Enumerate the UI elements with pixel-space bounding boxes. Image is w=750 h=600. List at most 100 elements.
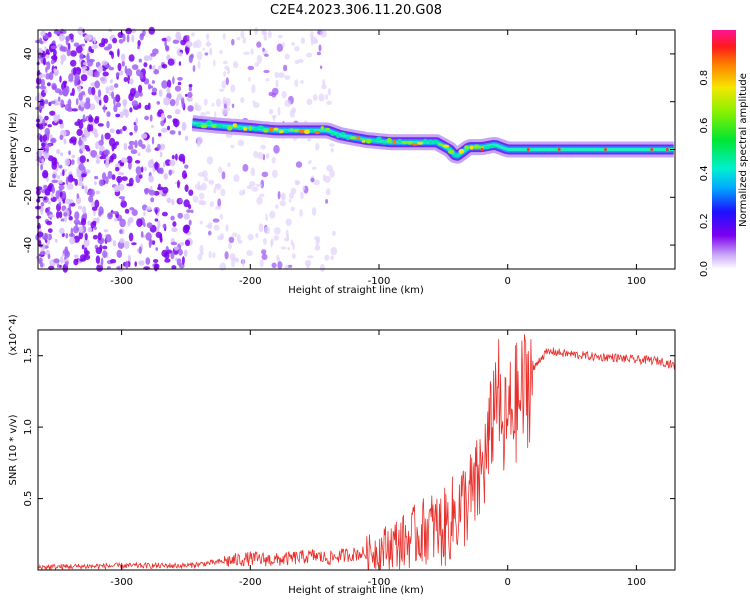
noise-speck [54, 238, 58, 243]
noise-speck [110, 259, 117, 264]
snr-y-axis-label: SNR (10 * v/v) [8, 414, 19, 485]
noise-speck [105, 155, 110, 164]
noise-speck [160, 143, 166, 151]
noise-speck [158, 132, 162, 137]
noise-speck [51, 83, 57, 91]
noise-speck [41, 142, 46, 148]
noise-speck [145, 257, 151, 265]
noise-speck [59, 264, 62, 269]
noise-speck [94, 175, 99, 180]
noise-speck [46, 210, 50, 216]
noise-speck [64, 103, 72, 111]
signal-blob [346, 136, 350, 141]
noise-speck [119, 218, 126, 228]
signal-blob [423, 138, 428, 144]
noise-speck [277, 107, 281, 116]
noise-speck [165, 45, 170, 52]
noise-speck [187, 105, 194, 112]
noise-speck [176, 258, 182, 266]
noise-speck [102, 172, 107, 181]
noise-speck [40, 163, 43, 171]
noise-speck [80, 218, 87, 226]
noise-speck [138, 260, 145, 266]
noise-speck [40, 54, 46, 58]
noise-speck [226, 107, 231, 112]
noise-speck [290, 206, 295, 212]
noise-speck [68, 215, 73, 221]
noise-speck [330, 255, 334, 261]
noise-speck [78, 176, 82, 184]
noise-speck [157, 143, 161, 150]
noise-speck [197, 186, 204, 191]
noise-speck [88, 58, 95, 63]
noise-speck [222, 33, 226, 40]
spectrogram-x-axis-label: Height of straight line (km) [288, 285, 424, 296]
signal-peak-dot [557, 148, 561, 151]
noise-speck [329, 143, 335, 147]
signal-peak-dot [604, 148, 607, 151]
noise-speck [156, 101, 161, 105]
noise-speck [71, 108, 79, 112]
noise-speck [167, 114, 172, 119]
noise-speck [121, 53, 126, 62]
noise-speck [119, 162, 125, 167]
noise-speck [188, 189, 194, 196]
noise-speck [84, 185, 88, 194]
noise-speck [153, 259, 159, 263]
noise-speck [40, 206, 44, 215]
noise-speck [181, 97, 185, 105]
noise-speck [76, 169, 82, 178]
noise-speck [44, 115, 49, 121]
noise-speck [287, 264, 293, 268]
noise-speck [247, 65, 255, 71]
noise-speck [94, 199, 100, 208]
y-tick-label: 1.0 [23, 419, 34, 435]
noise-speck [230, 84, 236, 93]
noise-speck [171, 155, 175, 160]
noise-speck [157, 65, 162, 70]
noise-speck [320, 29, 327, 38]
noise-speck [163, 96, 171, 106]
noise-speck [35, 76, 42, 85]
noise-speck [186, 34, 190, 41]
noise-speck [270, 238, 274, 245]
y-tick-label: 20 [23, 95, 34, 108]
noise-speck [220, 188, 226, 197]
noise-speck [103, 229, 109, 233]
noise-speck [219, 213, 223, 220]
noise-speck [102, 250, 108, 259]
noise-speck [171, 227, 178, 233]
noise-speck [205, 111, 210, 115]
noise-speck [225, 224, 229, 232]
noise-speck [188, 85, 193, 92]
noise-speck [168, 169, 172, 176]
noise-speck [71, 159, 75, 166]
noise-speck [332, 230, 336, 237]
noise-speck [204, 177, 209, 182]
noise-speck [183, 199, 190, 208]
noise-speck [246, 185, 253, 190]
noise-speck [125, 27, 133, 35]
colorbar: 0.0 0.2 0.4 0.6 0.8 Normalized spectral ampl… [699, 30, 749, 277]
noise-speck [163, 173, 168, 180]
noise-speck [150, 158, 154, 164]
colorbar-gradient [712, 30, 736, 269]
noise-speck [329, 169, 335, 178]
noise-speck [170, 215, 175, 221]
noise-speck [184, 239, 191, 247]
noise-speck [100, 134, 104, 143]
noise-speck [181, 121, 187, 131]
noise-speck [63, 138, 67, 145]
noise-speck [255, 232, 259, 239]
noise-speck [242, 258, 245, 268]
noise-speck [285, 218, 292, 226]
noise-speck [60, 99, 65, 109]
noise-speck [292, 242, 295, 251]
noise-speck [175, 97, 179, 107]
noise-speck [126, 155, 133, 164]
noise-speck [43, 184, 48, 190]
noise-speck [148, 189, 156, 196]
x-tick-label: -100 [368, 577, 391, 588]
noise-speck [97, 232, 102, 241]
